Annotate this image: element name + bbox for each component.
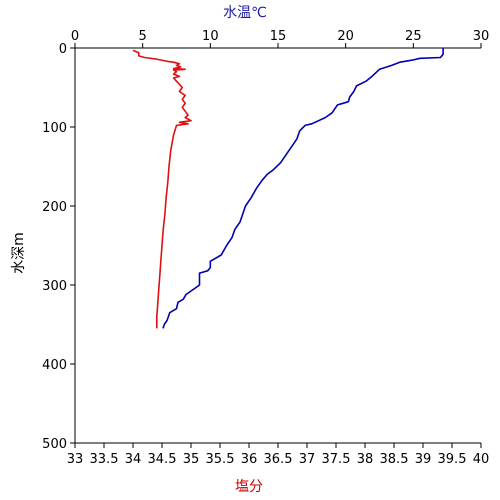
left-tick-label: 300: [42, 279, 67, 294]
bottom-tick-label: 38.5: [380, 452, 409, 467]
left-tick-label: 200: [42, 200, 67, 215]
top-tick-label: 0: [71, 29, 79, 44]
bottom-tick-label: 35.5: [206, 452, 235, 467]
temperature-profile-line: [162, 48, 444, 329]
bottom-tick-label: 39: [415, 452, 432, 467]
series-layer: [132, 48, 444, 329]
bottom-axis-title: 塩分: [235, 479, 263, 495]
bottom-tick-label: 33.5: [90, 452, 119, 467]
bottom-tick-label: 36: [241, 452, 258, 467]
top-tick-label: 25: [405, 29, 422, 44]
bottom-tick-label: 39.5: [438, 452, 467, 467]
bottom-tick-label: 40: [473, 452, 490, 467]
bottom-tick-label: 37: [299, 452, 316, 467]
salinity-profile-line: [132, 49, 192, 329]
left-tick-label: 500: [42, 437, 67, 452]
left-tick-label: 400: [42, 358, 67, 373]
bottom-tick-label: 37.5: [322, 452, 351, 467]
top-axis-title: 水温℃: [223, 5, 267, 21]
bottom-tick-label: 38: [357, 452, 374, 467]
left-tick-label: 0: [59, 42, 67, 57]
bottom-tick-label: 36.5: [264, 452, 293, 467]
bottom-tick-label: 33: [67, 452, 84, 467]
bottom-tick-label: 34.5: [148, 452, 177, 467]
left-axis-title: 水深m: [11, 232, 27, 274]
top-tick-label: 15: [270, 29, 287, 44]
bottom-tick-label: 35: [183, 452, 200, 467]
left-tick-label: 100: [42, 121, 67, 136]
bottom-tick-label: 34: [125, 452, 142, 467]
axes-layer: 0 5 10 15 20 25 30 33 33.5 34 34.5 35 35.5 36 36.5 37 37…: [42, 29, 489, 467]
top-tick-label: 30: [473, 29, 490, 44]
top-tick-label: 10: [202, 29, 219, 44]
top-tick-label: 5: [139, 29, 147, 44]
top-tick-label: 20: [337, 29, 354, 44]
